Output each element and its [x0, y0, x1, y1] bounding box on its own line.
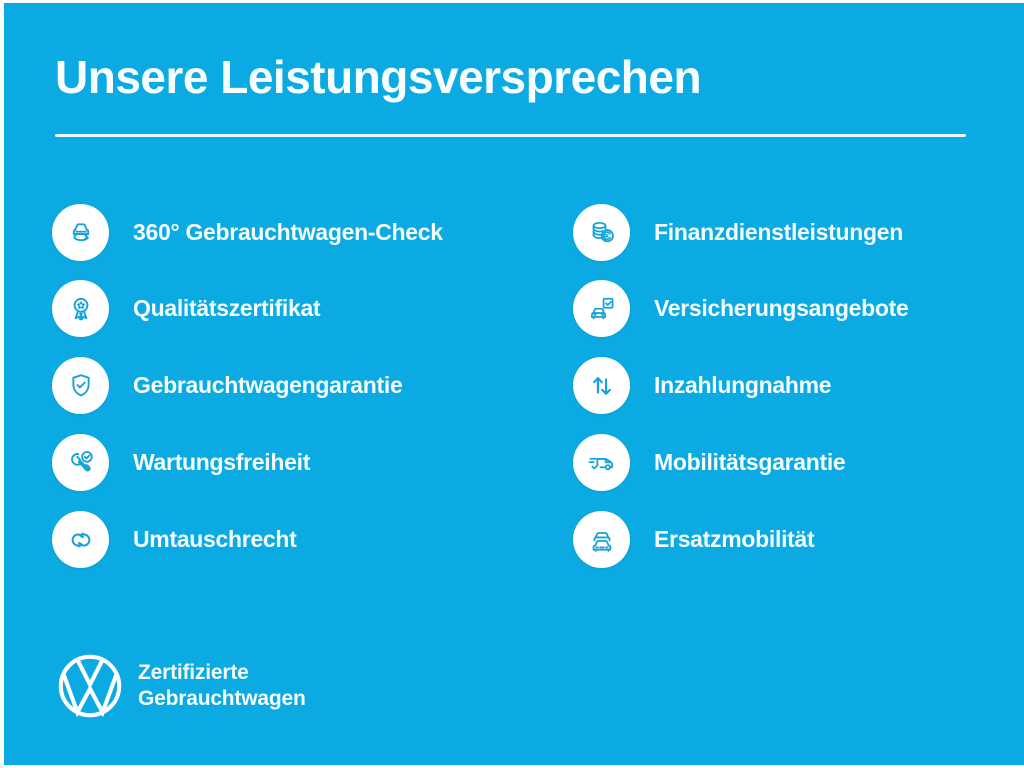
service-label: Versicherungsangebote	[654, 295, 909, 321]
service-label: Finanzdienstleistungen	[654, 219, 903, 245]
service-item-maintenance-free: Wartungsfreiheit	[52, 434, 310, 491]
service-label: Inzahlungnahme	[654, 372, 832, 398]
breakdown-van-icon	[573, 434, 630, 491]
service-item-360-check: 360° Gebrauchtwagen-Check	[52, 204, 443, 261]
service-item-replacement-mobility: Ersatzmobilität	[573, 511, 815, 568]
updown-arrows-icon	[573, 357, 630, 414]
brand-line-2: Gebrauchtwagen	[138, 687, 306, 710]
exchange-arrows-icon	[52, 511, 109, 568]
service-item-trade-in: Inzahlungnahme	[573, 357, 832, 414]
service-item-financial-services: Finanzdienstleistungen	[573, 204, 903, 261]
footer-brand: Zertifizierte Gebrauchtwagen	[56, 652, 306, 720]
wrench-check-icon	[52, 434, 109, 491]
car-checklist-icon	[573, 280, 630, 337]
service-item-exchange-right: Umtauschrecht	[52, 511, 297, 568]
service-label: Umtauschrecht	[133, 526, 297, 552]
car-360-icon	[52, 204, 109, 261]
service-item-insurance-offers: Versicherungsangebote	[573, 280, 909, 337]
service-label: Gebrauchtwagengarantie	[133, 372, 403, 398]
service-label: Qualitätszertifikat	[133, 295, 321, 321]
shield-check-icon	[52, 357, 109, 414]
two-cars-icon	[573, 511, 630, 568]
service-label: Ersatzmobilität	[654, 526, 815, 552]
title-divider	[55, 134, 966, 137]
page-title: Unsere Leistungsversprechen	[55, 51, 702, 103]
service-label: Mobilitätsgarantie	[654, 449, 846, 475]
service-item-used-car-warranty: Gebrauchtwagengarantie	[52, 357, 403, 414]
coins-euro-icon	[573, 204, 630, 261]
service-item-mobility-guarantee: Mobilitätsgarantie	[573, 434, 846, 491]
vw-logo-icon	[56, 652, 124, 720]
service-label: Wartungsfreiheit	[133, 449, 311, 475]
brand-line-1: Zertifizierte	[138, 661, 249, 684]
brand-text: Zertifizierte Gebrauchtwagen	[138, 660, 306, 712]
certificate-rosette-icon	[52, 280, 109, 337]
service-label: 360° Gebrauchtwagen-Check	[133, 219, 443, 245]
service-item-quality-certificate: Qualitätszertifikat	[52, 280, 321, 337]
